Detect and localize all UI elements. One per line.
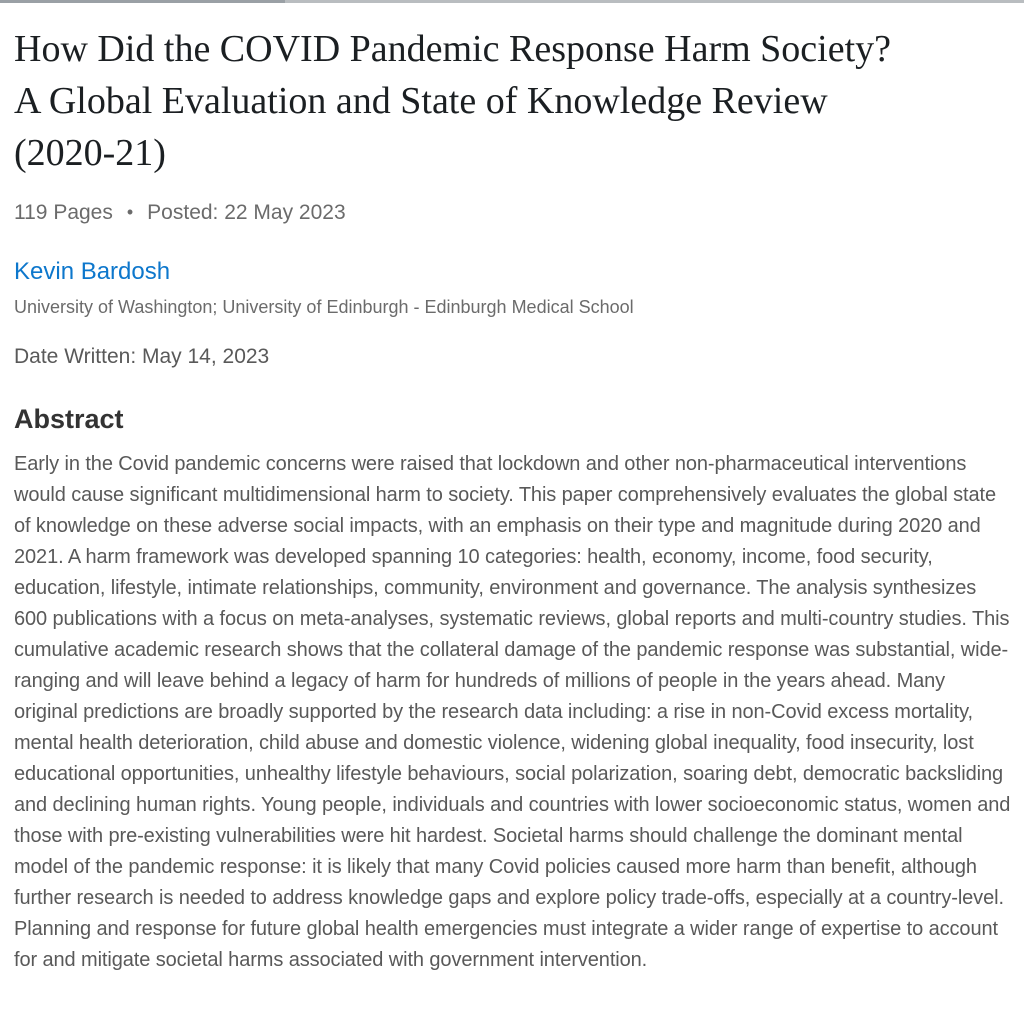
abstract-text: Early in the Covid pandemic concerns wer… bbox=[14, 453, 1011, 971]
abstract-heading: Abstract bbox=[14, 404, 124, 434]
top-border-bar-left-segment bbox=[0, 0, 285, 3]
paper-title: How Did the COVID Pandemic Response Harm… bbox=[14, 23, 1014, 179]
top-border-bar bbox=[0, 0, 1024, 3]
paper-meta-row: 119 Pages • Posted: 22 May 2023 bbox=[14, 199, 1014, 226]
author-link[interactable]: Kevin Bardosh bbox=[14, 258, 171, 285]
bullet-separator: • bbox=[126, 202, 134, 222]
paper-title-line3: (2020-21) bbox=[14, 132, 166, 174]
date-written: Date Written: May 14, 2023 bbox=[14, 345, 270, 368]
paper-title-line2: A Global Evaluation and State of Knowled… bbox=[14, 80, 828, 122]
paper-abstract-page: How Did the COVID Pandemic Response Harm… bbox=[0, 23, 1024, 976]
page-count: 119 Pages bbox=[14, 201, 113, 224]
paper-title-line1: How Did the COVID Pandemic Response Harm… bbox=[14, 28, 892, 70]
author-affiliation: University of Washington; University of … bbox=[14, 297, 634, 317]
posted-date: Posted: 22 May 2023 bbox=[147, 201, 346, 224]
